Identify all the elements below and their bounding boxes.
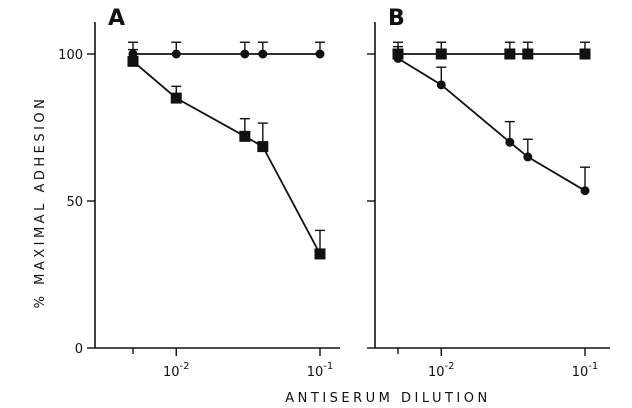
panel-b: B 10-2 10-1 (367, 6, 610, 380)
data-point-square (257, 141, 269, 153)
panel-a: A 0 50 100 10-2 10-1 (58, 6, 340, 380)
x-tick-label: 10-1 (572, 361, 599, 380)
data-point-circle (240, 49, 250, 59)
y-tick-label: 50 (66, 195, 83, 210)
data-point-circle (523, 152, 533, 162)
data-point-square (239, 130, 251, 142)
data-point-square (504, 48, 516, 60)
panel-letter: A (108, 6, 125, 31)
data-point-square (314, 248, 326, 260)
data-point-circle (505, 137, 515, 147)
data-point-circle (393, 53, 403, 63)
x-tick-label: 10-1 (307, 361, 334, 380)
y-tick-label: 0 (75, 342, 83, 357)
data-point-circle (171, 49, 181, 59)
y-tick-label: 100 (58, 48, 83, 63)
x-axis-title: ANTISERUM DILUTION (285, 391, 490, 406)
series-line (397, 57, 586, 192)
data-point-square (522, 48, 534, 60)
series-line (132, 60, 321, 255)
data-point-circle (315, 49, 325, 59)
data-point-square (579, 48, 591, 60)
data-point-circle (258, 49, 268, 59)
data-point-square (127, 55, 139, 67)
panel-letter: B (388, 6, 405, 31)
x-tick-label: 10-2 (163, 361, 190, 380)
data-point-circle (436, 80, 446, 90)
data-point-square (170, 92, 182, 104)
data-point-square (435, 48, 447, 60)
x-tick-label: 10-2 (428, 361, 455, 380)
data-point-circle (580, 186, 590, 196)
y-axis-title: % MAXIMAL ADHESION (33, 96, 48, 309)
